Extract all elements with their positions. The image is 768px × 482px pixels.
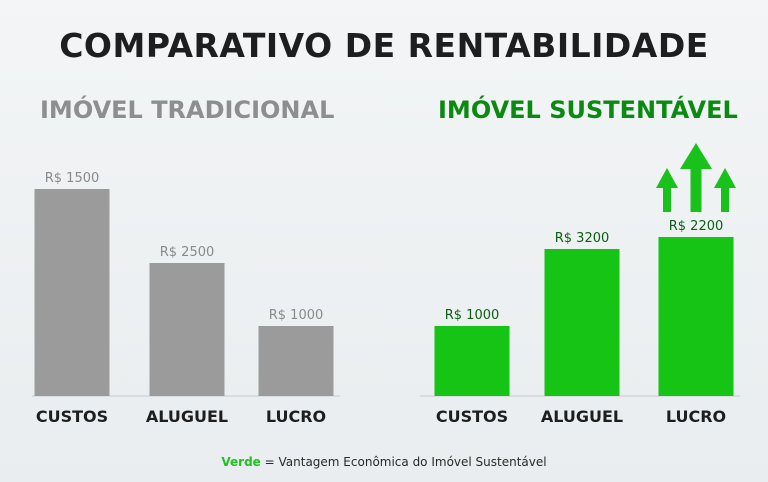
sustainable-value-label-lucro: R$ 2200 <box>669 219 724 234</box>
traditional-value-label-aluguel: R$ 2500 <box>160 245 215 260</box>
sustainable-bar-lucro <box>658 237 734 396</box>
sustainable-bar-aluguel <box>544 249 620 396</box>
legend: Verde = Vantagem Econômica do Imóvel Sus… <box>0 455 768 469</box>
sustainable-value-label-custos: R$ 1000 <box>445 308 500 323</box>
arrow-up-right-icon <box>714 168 736 212</box>
sustainable-title: IMÓVEL SUSTENTÁVEL <box>438 96 738 124</box>
sustainable-value-label-aluguel: R$ 3200 <box>555 231 610 246</box>
arrow-up-left-icon <box>656 168 678 212</box>
traditional-title: IMÓVEL TRADICIONAL <box>40 96 335 124</box>
traditional-bar-lucro <box>258 326 334 396</box>
traditional-category-label-lucro: LUCRO <box>266 407 326 426</box>
traditional-bar-custos <box>34 189 110 396</box>
traditional-value-label-custos: R$ 1500 <box>45 171 100 186</box>
arrow-up-center-icon <box>680 143 712 212</box>
traditional-bar-aluguel <box>149 263 225 396</box>
sustainable-bar-custos <box>434 326 510 396</box>
sustainable-category-label-lucro: LUCRO <box>666 407 726 426</box>
sustainable-category-label-aluguel: ALUGUEL <box>541 407 623 426</box>
legend-key: Verde <box>221 455 261 469</box>
traditional-category-label-aluguel: ALUGUEL <box>146 407 228 426</box>
legend-text: = Vantagem Econômica do Imóvel Sustentáv… <box>260 455 547 469</box>
sustainable-category-label-custos: CUSTOS <box>436 407 508 426</box>
traditional-value-label-lucro: R$ 1000 <box>269 308 324 323</box>
traditional-category-label-custos: CUSTOS <box>36 407 108 426</box>
chart-title: COMPARATIVO DE RENTABILIDADE <box>59 26 709 65</box>
